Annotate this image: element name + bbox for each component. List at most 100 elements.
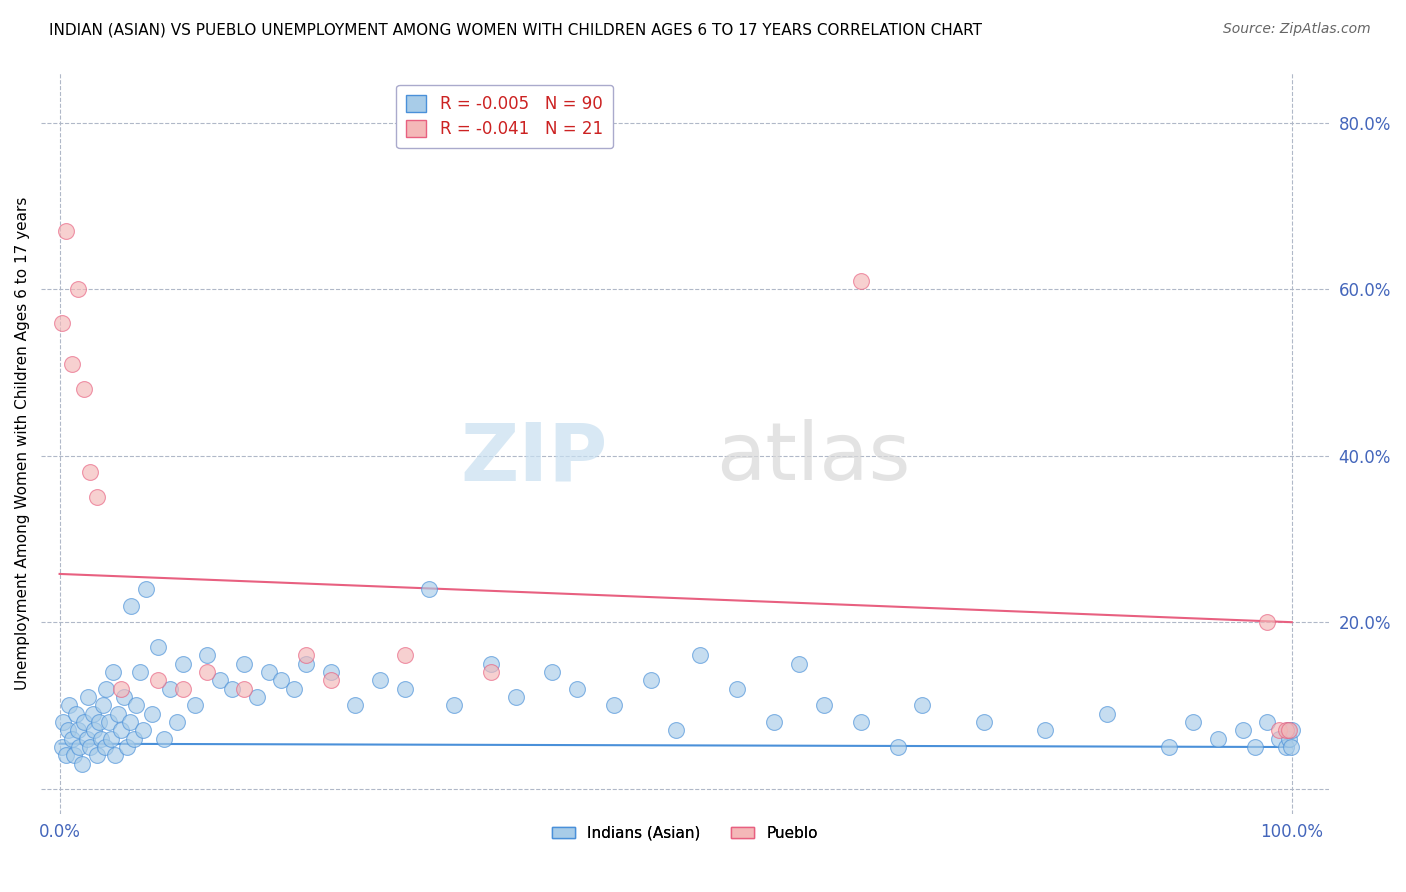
Legend: Indians (Asian), Pueblo: Indians (Asian), Pueblo xyxy=(546,820,824,847)
Point xyxy=(77,690,100,704)
Point xyxy=(394,648,416,663)
Point xyxy=(849,714,872,729)
Point xyxy=(94,739,117,754)
Point xyxy=(270,673,292,688)
Point xyxy=(100,731,122,746)
Point xyxy=(1277,723,1299,738)
Point xyxy=(146,640,169,655)
Point xyxy=(135,582,157,596)
Point xyxy=(1206,731,1229,746)
Point xyxy=(86,491,108,505)
Point xyxy=(505,690,527,704)
Point xyxy=(172,657,194,671)
Point xyxy=(344,698,367,713)
Point xyxy=(689,648,711,663)
Point xyxy=(159,681,181,696)
Point xyxy=(787,657,810,671)
Point xyxy=(79,739,101,754)
Point xyxy=(67,282,90,296)
Point xyxy=(295,657,318,671)
Point xyxy=(1278,723,1301,738)
Point xyxy=(73,382,96,396)
Point xyxy=(394,681,416,696)
Point xyxy=(246,690,269,704)
Text: Source: ZipAtlas.com: Source: ZipAtlas.com xyxy=(1223,22,1371,37)
Point xyxy=(911,698,934,713)
Point xyxy=(368,673,391,688)
Point xyxy=(1274,739,1296,754)
Point xyxy=(1232,723,1254,738)
Point xyxy=(813,698,835,713)
Point xyxy=(1256,615,1278,630)
Point xyxy=(82,706,104,721)
Point xyxy=(319,665,342,680)
Point xyxy=(172,681,194,696)
Point xyxy=(565,681,588,696)
Point xyxy=(90,731,112,746)
Point xyxy=(52,714,75,729)
Point xyxy=(70,756,93,771)
Point xyxy=(479,665,502,680)
Point xyxy=(1278,731,1301,746)
Point xyxy=(55,224,77,238)
Point xyxy=(122,731,145,746)
Point xyxy=(257,665,280,680)
Point xyxy=(725,681,748,696)
Point xyxy=(640,673,662,688)
Point xyxy=(86,748,108,763)
Point xyxy=(91,698,114,713)
Point xyxy=(1095,706,1118,721)
Point xyxy=(184,698,207,713)
Point xyxy=(96,681,118,696)
Point xyxy=(208,673,231,688)
Point xyxy=(110,681,132,696)
Y-axis label: Unemployment Among Women with Children Ages 6 to 17 years: Unemployment Among Women with Children A… xyxy=(15,196,30,690)
Point xyxy=(295,648,318,663)
Point xyxy=(51,739,73,754)
Point xyxy=(283,681,305,696)
Point xyxy=(849,274,872,288)
Point xyxy=(60,357,83,371)
Point xyxy=(55,748,77,763)
Point xyxy=(418,582,440,596)
Point xyxy=(1256,714,1278,729)
Point xyxy=(1157,739,1180,754)
Point xyxy=(107,706,129,721)
Point xyxy=(125,698,148,713)
Point xyxy=(153,731,176,746)
Point xyxy=(1182,714,1205,729)
Point xyxy=(97,714,120,729)
Point xyxy=(1274,723,1296,738)
Point xyxy=(63,748,86,763)
Point xyxy=(141,706,163,721)
Point xyxy=(319,673,342,688)
Point xyxy=(603,698,626,713)
Point xyxy=(58,698,80,713)
Point xyxy=(73,714,96,729)
Point xyxy=(1035,723,1057,738)
Point xyxy=(443,698,465,713)
Point xyxy=(1268,723,1291,738)
Point xyxy=(1268,731,1291,746)
Point xyxy=(76,731,98,746)
Point xyxy=(197,648,219,663)
Point xyxy=(65,706,87,721)
Point xyxy=(67,739,90,754)
Point xyxy=(79,466,101,480)
Text: atlas: atlas xyxy=(717,419,911,497)
Point xyxy=(104,748,127,763)
Point xyxy=(166,714,188,729)
Point xyxy=(67,723,90,738)
Point xyxy=(541,665,564,680)
Point xyxy=(233,681,256,696)
Point xyxy=(101,665,124,680)
Point xyxy=(665,723,688,738)
Point xyxy=(1279,739,1302,754)
Text: ZIP: ZIP xyxy=(460,419,607,497)
Point xyxy=(110,723,132,738)
Point xyxy=(146,673,169,688)
Point xyxy=(1243,739,1265,754)
Point xyxy=(197,665,219,680)
Point xyxy=(87,714,110,729)
Point xyxy=(973,714,995,729)
